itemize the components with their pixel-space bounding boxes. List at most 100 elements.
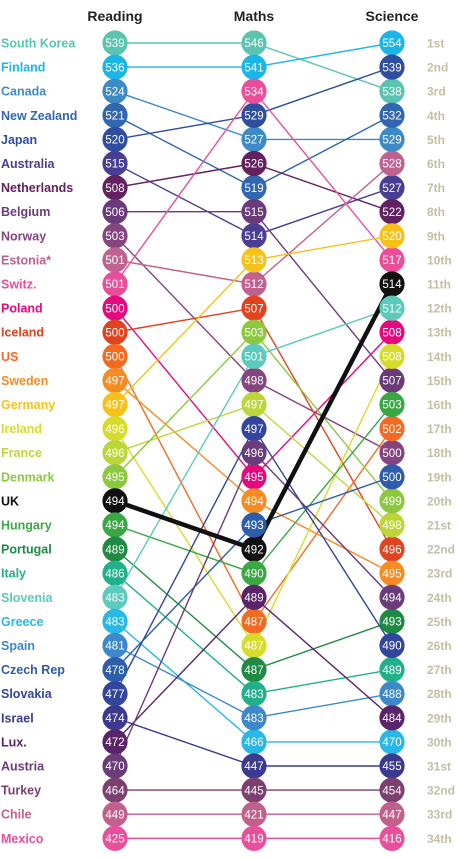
score-science-greece: 470 xyxy=(382,737,401,749)
dot-reading-portugal xyxy=(102,536,128,562)
dot-reading-estonia xyxy=(102,247,128,273)
dot-maths-mexico xyxy=(241,825,267,851)
country-label-sweden: Sweden xyxy=(1,374,48,388)
dot-reading-sweden xyxy=(102,367,128,393)
dot-reading-turkey xyxy=(102,777,128,803)
dot-science-ireland xyxy=(379,343,405,369)
dot-science-hungary xyxy=(379,391,405,418)
score-maths-sweden: 494 xyxy=(244,496,264,508)
dot-science-netherlands xyxy=(379,199,405,225)
dot-science-italy xyxy=(379,657,405,683)
score-science-ireland: 508 xyxy=(382,352,401,364)
score-maths-uk: 492 xyxy=(244,544,263,556)
score-maths-south-korea: 546 xyxy=(244,38,263,50)
country-label-norway: Norway xyxy=(1,229,46,243)
dot-reading-chile xyxy=(102,801,128,827)
score-science-netherlands: 522 xyxy=(382,207,401,219)
dot-reading-poland xyxy=(102,295,128,321)
rank-label: 17th xyxy=(427,422,452,436)
country-label-south-korea: South Korea xyxy=(1,37,76,51)
dot-reading-austria xyxy=(102,753,128,779)
country-label-poland: Poland xyxy=(1,302,43,316)
rank-label: 32nd xyxy=(427,784,455,798)
score-science-japan: 539 xyxy=(382,62,401,74)
dot-reading-netherlands xyxy=(102,175,128,201)
score-reading-hungary: 494 xyxy=(105,520,125,532)
country-label-hungary: Hungary xyxy=(1,519,52,533)
header-maths: Maths xyxy=(234,8,275,24)
country-label-italy: Italy xyxy=(1,567,26,581)
score-science-south-korea: 538 xyxy=(382,86,401,98)
dot-science-chile xyxy=(379,801,405,827)
country-label-lux: Lux. xyxy=(1,735,27,749)
score-maths-turkey: 445 xyxy=(244,785,263,797)
score-science-turkey: 454 xyxy=(382,785,402,797)
dot-maths-slovenia xyxy=(241,343,267,369)
dot-science-belgium xyxy=(379,367,405,393)
score-maths-lux: 489 xyxy=(244,593,263,605)
rank-label: 21st xyxy=(427,519,451,533)
dot-maths-lux xyxy=(241,584,267,610)
country-label-mexico: Mexico xyxy=(1,832,44,846)
score-science-denmark: 499 xyxy=(382,496,401,508)
rank-label: 11th xyxy=(427,278,451,292)
score-maths-italy: 483 xyxy=(244,689,263,701)
dot-maths-canada xyxy=(241,126,267,152)
dot-maths-portugal xyxy=(241,657,267,683)
dot-science-mexico xyxy=(379,825,405,851)
dot-science-estonia xyxy=(379,150,405,177)
score-maths-netherlands: 526 xyxy=(244,159,263,171)
score-reading-chile: 449 xyxy=(105,809,124,821)
score-science-estonia: 528 xyxy=(382,159,401,171)
dot-science-slovenia xyxy=(379,295,405,321)
rank-label: 4th xyxy=(427,109,445,123)
score-science-new-zealand: 532 xyxy=(382,111,401,123)
dot-reading-greece xyxy=(102,608,128,635)
score-maths-poland: 495 xyxy=(244,472,263,484)
country-label-canada: Canada xyxy=(1,85,47,99)
score-science-poland: 508 xyxy=(382,327,401,339)
rank-label: 23rd xyxy=(427,567,452,581)
score-reading-canada: 524 xyxy=(105,86,125,98)
score-reading-japan: 520 xyxy=(105,135,124,147)
dot-science-canada xyxy=(379,126,405,152)
country-label-estonia: Estonia* xyxy=(1,253,51,267)
score-science-switz: 517 xyxy=(382,255,401,267)
score-science-us: 502 xyxy=(382,424,401,436)
header-science: Science xyxy=(366,8,419,24)
dot-science-us xyxy=(379,416,405,442)
score-science-austria: 494 xyxy=(382,593,402,605)
dot-maths-denmark xyxy=(241,319,267,345)
score-science-hungary: 503 xyxy=(382,400,401,412)
rank-label: 16th xyxy=(427,398,452,412)
rank-label: 19th xyxy=(427,470,452,484)
country-label-slovenia: Slovenia xyxy=(1,591,53,605)
dot-science-turkey xyxy=(379,777,405,803)
score-science-australia: 527 xyxy=(382,183,401,195)
rank-label: 6th xyxy=(427,157,445,171)
score-science-slovenia: 512 xyxy=(382,303,401,315)
score-reading-france: 496 xyxy=(105,448,124,460)
rank-label: 9th xyxy=(427,229,445,243)
rank-label: 22nd xyxy=(427,543,455,557)
rank-label: 10th xyxy=(427,253,452,267)
score-reading-greece: 483 xyxy=(105,617,124,629)
score-reading-estonia: 501 xyxy=(105,255,124,267)
rank-label: 26th xyxy=(427,639,452,653)
dot-reading-france xyxy=(102,440,128,466)
country-label-belgium: Belgium xyxy=(1,205,50,219)
score-maths-greece: 466 xyxy=(244,737,263,749)
score-maths-ireland: 487 xyxy=(244,641,263,653)
country-label-czech-rep: Czech Rep xyxy=(1,663,65,677)
dot-reading-mexico xyxy=(102,825,128,851)
dot-maths-iceland xyxy=(241,295,267,321)
score-reading-ireland: 496 xyxy=(105,424,124,436)
dot-science-norway xyxy=(379,440,405,466)
score-reading-denmark: 495 xyxy=(105,472,124,484)
dot-reading-italy xyxy=(102,560,128,586)
dot-maths-turkey xyxy=(241,777,267,803)
dot-reading-south-korea xyxy=(102,30,128,56)
country-label-japan: Japan xyxy=(1,133,37,147)
score-science-germany: 520 xyxy=(382,231,401,243)
score-reading-belgium: 506 xyxy=(105,207,124,219)
